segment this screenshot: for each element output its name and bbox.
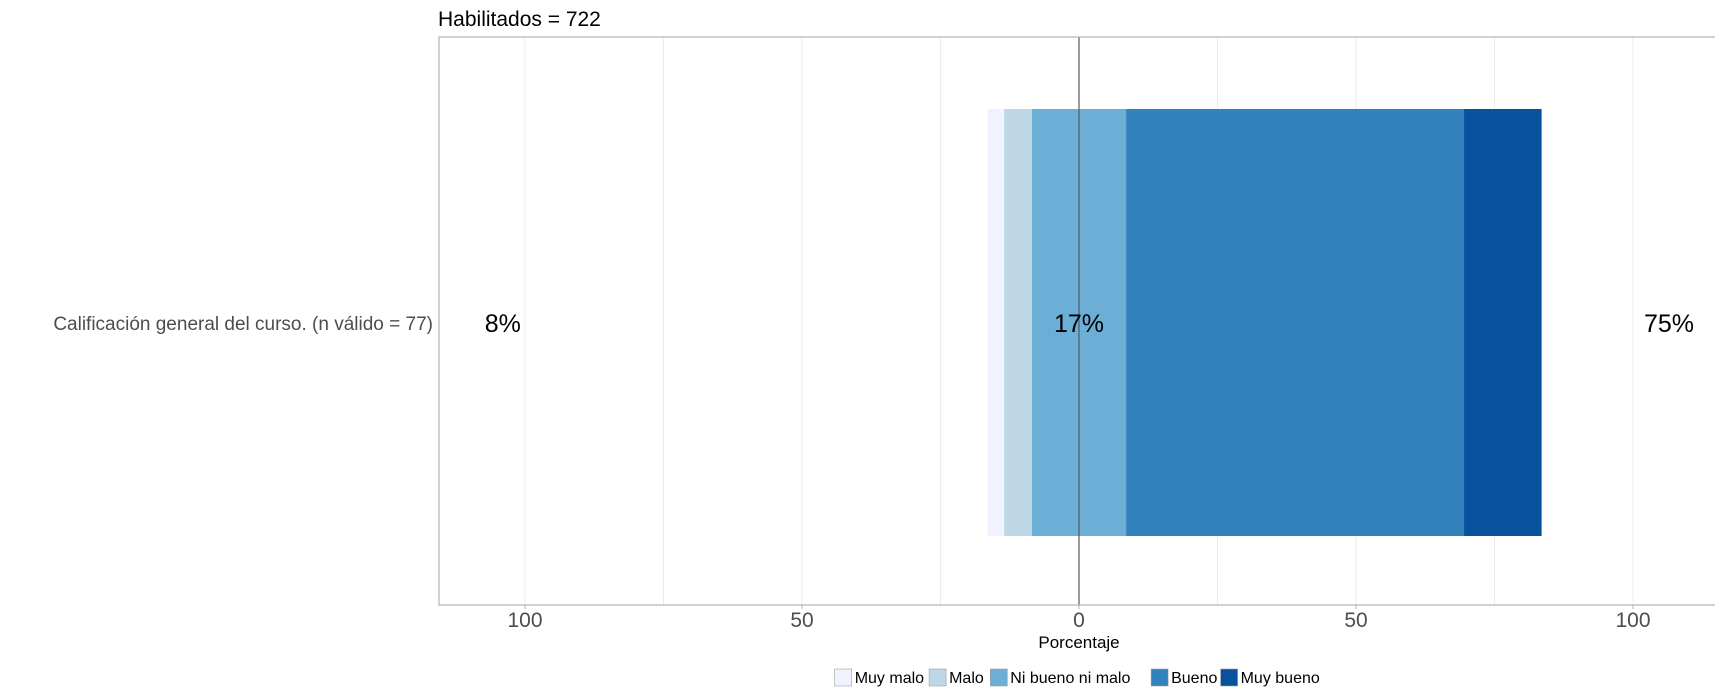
category-label: Calificación general del curso. (n válid…: [53, 314, 433, 335]
percent-label: 75%: [1644, 310, 1694, 338]
x-tick-label: 100: [1615, 609, 1650, 632]
x-axis-ticks: 100 50 0 50 100: [507, 605, 1651, 632]
chart-title: Habilitados = 722: [438, 8, 601, 31]
percent-labels: 8% 17% 75%: [485, 310, 1694, 338]
x-tick-label: 0: [1073, 609, 1085, 632]
legend-swatch: [928, 668, 947, 687]
x-tick-label: 50: [790, 609, 813, 632]
bar-segment-muy-malo: [987, 109, 1005, 536]
legend-label: Muy bueno: [1241, 670, 1320, 687]
legend-swatch: [1220, 668, 1238, 687]
legend-label: Bueno: [1171, 670, 1217, 687]
bar-segment-malo: [1004, 109, 1032, 536]
legend-swatch: [989, 668, 1008, 687]
legend-swatch: [1150, 668, 1169, 687]
legend: Muy malo Malo Ni bueno ni malo Bueno Muy bue…: [834, 668, 1320, 687]
plot-panel-border: [438, 36, 1715, 606]
bar-segment-muy-bueno: [1464, 109, 1542, 536]
percent-label: 8%: [485, 310, 521, 338]
percent-label: 17%: [1054, 310, 1104, 338]
legend-label: Muy malo: [855, 670, 924, 687]
legend-swatch: [834, 668, 853, 687]
category-labels: Calificación general del curso. (n válid…: [53, 314, 433, 335]
legend-label: Ni bueno ni malo: [1010, 670, 1130, 687]
x-tick-label: 50: [1344, 609, 1367, 632]
x-axis-title: Porcentaje: [1038, 633, 1119, 652]
bar-segment-bueno: [1126, 109, 1465, 536]
x-tick-label: 100: [507, 609, 542, 632]
legend-label: Malo: [949, 670, 984, 687]
bars: [987, 109, 1542, 536]
